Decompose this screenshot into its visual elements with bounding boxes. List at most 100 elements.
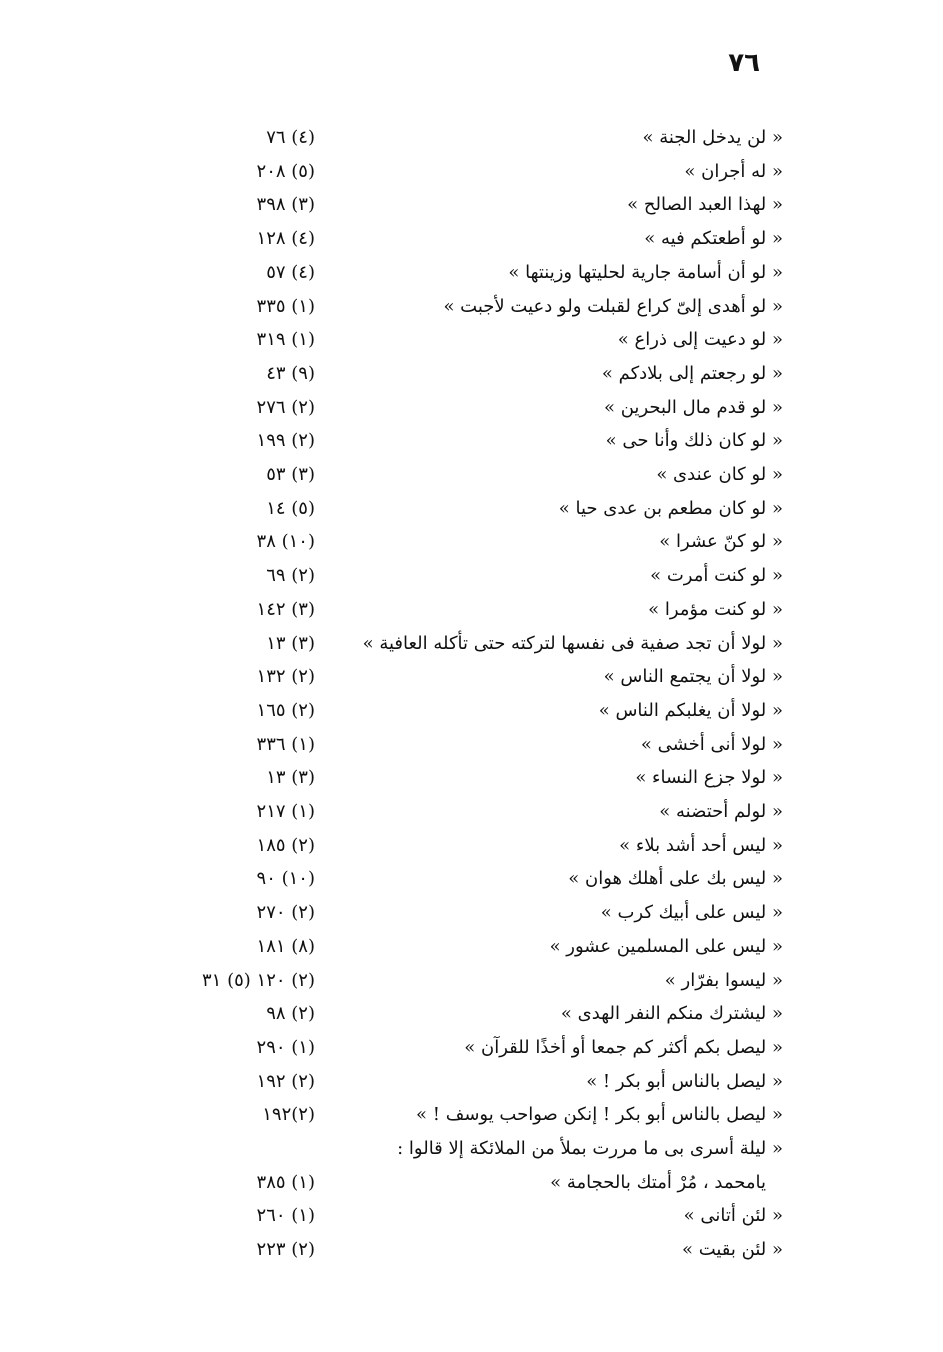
entry-reference: (٥) ١٤	[266, 497, 315, 519]
entry-text: « ليصل بالناس أبو بكر ! إنكن صواحب يوسف …	[416, 1104, 783, 1126]
entry-reference: (٢) ١٩٩	[256, 430, 315, 452]
entry-reference: (٢) ١٢٠ (٥) ٣١	[202, 969, 315, 991]
entry-text: « لولا أن يغلبكم الناس »	[598, 699, 783, 721]
entry-reference: (٢)١٩٢	[262, 1104, 315, 1126]
entry-text: « ليس أحد أشد بلاء »	[619, 834, 783, 856]
entry-reference: (٣) ١٣	[266, 632, 315, 654]
entry-text: « لو أهدى إلىّ كراع لقبلت ولو دعيت لأجبت…	[443, 295, 783, 317]
entry-reference: (٩) ٤٣	[266, 362, 315, 384]
index-entry: « لو كان مطعم بن عدى حيا » (٥) ١٤	[0, 494, 943, 528]
entry-text: « لئن أتانى »	[683, 1205, 783, 1227]
entry-reference: (٢) ٢٧٠	[256, 902, 315, 924]
page-number: ٧٦	[728, 48, 760, 78]
index-entry: « ليصل بالناس أبو بكر ! إنكن صواحب يوسف …	[0, 1100, 943, 1134]
index-entry: « لو أهدى إلىّ كراع لقبلت ولو دعيت لأجبت…	[0, 292, 943, 326]
entry-text: « لو أطعتكم فيه »	[644, 228, 783, 250]
entry-text: « لو كان ذلك وأنا حى »	[605, 430, 783, 452]
index-entry: « ليس بك على أهلك هوان » (١٠) ٩٠	[0, 864, 943, 898]
entry-text: « ليس بك على أهلك هوان »	[568, 868, 783, 890]
entry-reference: (١) ٣٣٥	[256, 295, 315, 317]
index-entry: « لو كنّ عشرا » (١٠) ٣٨	[0, 527, 943, 561]
entry-text: « ليصل بالناس أبو بكر ! »	[586, 1070, 783, 1092]
entry-reference: (٢) ١٨٥	[256, 834, 315, 856]
entry-text: « لئن بقيت »	[681, 1239, 783, 1261]
entry-reference: (١٠) ٣٨	[256, 531, 315, 553]
index-entry: « لو كنت أمرت » (٢) ٦٩	[0, 561, 943, 595]
entry-reference: (٢) ١٩٢	[256, 1070, 315, 1092]
entry-reference: (٥) ٢٠٨	[256, 160, 315, 182]
entry-text: « لو قدم مال البحرين »	[604, 396, 783, 418]
entry-text: « ليس على المسلمين عشور »	[549, 935, 783, 957]
index-entry: « لو أن أسامة جارية لحليتها وزينتها » (٤)…	[0, 258, 943, 292]
entry-text: يامحمد ، مُرْ أمتك بالحجامة »	[550, 1171, 766, 1193]
entry-text: « ليسوا بفرّار »	[664, 969, 783, 991]
index-entry: « لولا أن يجتمع الناس » (٢) ١٣٢	[0, 662, 943, 696]
index-entry: « ليس على المسلمين عشور » (٨) ١٨١	[0, 932, 943, 966]
index-entry: « لولا أنى أخشى » (١) ٣٣٦	[0, 730, 943, 764]
entry-text: « ليس على أبيك كرب »	[600, 902, 783, 924]
entry-text: « ليشترك منكم النفر الهدى »	[560, 1003, 783, 1025]
index-entry: « لولا أن يغلبكم الناس » (٢) ١٦٥	[0, 696, 943, 730]
entry-reference: (٤) ٥٧	[266, 261, 315, 283]
entry-text: « لهذا العبد الصالح »	[627, 194, 783, 216]
entry-text: « لو رجعتم إلى بلادكم »	[601, 362, 783, 384]
index-entry: « لو أطعتكم فيه » (٤) ١٢٨	[0, 224, 943, 258]
entry-reference: (١) ٣١٩	[256, 329, 315, 351]
entry-reference: (٤) ١٢٨	[256, 228, 315, 250]
entry-reference: (١) ٢٦٠	[256, 1205, 315, 1227]
index-entry: « لو قدم مال البحرين » (٢) ٢٧٦	[0, 393, 943, 427]
entry-text: « لو كنت أمرت »	[650, 565, 783, 587]
entry-reference: (١٠) ٩٠	[256, 868, 315, 890]
index-entry: « لولم أحتضنه » (١) ٢١٧	[0, 797, 943, 831]
entry-text: « لولا أن تجد صفية فى نفسها لتركته حتى ت…	[362, 632, 783, 654]
index-entry: « ليصل بكم أكثر كم جمعا أو أخذًا للقرآن …	[0, 1033, 943, 1067]
entry-text: « لولا أنى أخشى »	[640, 733, 783, 755]
index-entry: « له أجران » (٥) ٢٠٨	[0, 157, 943, 191]
entry-text: « لولا جزع النساء »	[635, 767, 783, 789]
index-entry: « ليلة أسرى بى ما مررت بملأ من الملائكة …	[0, 1134, 943, 1168]
entry-text: « لو كنت مؤمرا »	[648, 598, 783, 620]
entry-text: « لو دعيت إلى ذراع »	[617, 329, 783, 351]
entry-text: « لو كان مطعم بن عدى حيا »	[558, 497, 783, 519]
entry-text: « لو أن أسامة جارية لحليتها وزينتها »	[508, 261, 783, 283]
index-entry: « لو رجعتم إلى بلادكم » (٩) ٤٣	[0, 359, 943, 393]
entry-reference: (٢) ٢٢٣	[256, 1239, 315, 1261]
index-entry: « لهذا العبد الصالح » (٣) ٣٩٨	[0, 190, 943, 224]
entry-text: « لو كان عندى »	[656, 464, 783, 485]
index-entry: « لن يدخل الجنة » (٤) ٧٦	[0, 123, 943, 157]
index-entry: « لولا أن تجد صفية فى نفسها لتركته حتى ت…	[0, 629, 943, 663]
entry-reference: (٣) ٣٩٨	[256, 194, 315, 216]
index-entry: « لو كان عندى » (٣) ٥٣	[0, 460, 943, 494]
entry-reference: (٢) ٢٧٦	[256, 396, 315, 418]
entry-text: « لو كنّ عشرا »	[659, 531, 783, 553]
index-entry: « ليس على أبيك كرب » (٢) ٢٧٠	[0, 898, 943, 932]
index-entry: « لئن أتانى » (١) ٢٦٠	[0, 1201, 943, 1235]
entry-text: « ليلة أسرى بى ما مررت بملأ من الملائكة …	[397, 1138, 783, 1159]
entry-reference: (١) ٢٩٠	[256, 1036, 315, 1058]
index-entry: « لئن بقيت » (٢) ٢٢٣	[0, 1235, 943, 1269]
entry-reference: (٢) ١٣٢	[256, 666, 315, 688]
entry-text: « ليصل بكم أكثر كم جمعا أو أخذًا للقرآن …	[464, 1036, 783, 1058]
entry-reference: (٣) ١٣	[266, 767, 315, 789]
entry-reference: (٣) ٥٣	[266, 464, 315, 485]
entry-reference: (١) ٣٨٥	[256, 1171, 315, 1193]
entry-reference: (٣) ١٤٢	[256, 598, 315, 620]
entry-reference: (١) ٢١٧	[256, 801, 315, 822]
entry-text: « لولم أحتضنه »	[659, 801, 783, 822]
index-entry: « ليسوا بفرّار » (٢) ١٢٠ (٥) ٣١	[0, 966, 943, 1000]
entry-text: « لولا أن يجتمع الناس »	[603, 666, 783, 688]
index-entry: « لو كان ذلك وأنا حى » (٢) ١٩٩	[0, 426, 943, 460]
entry-reference: (٤) ٧٦	[266, 127, 315, 148]
index-entry: « ليصل بالناس أبو بكر ! » (٢) ١٩٢	[0, 1067, 943, 1101]
entry-text: « له أجران »	[684, 160, 783, 182]
entry-reference: (١) ٣٣٦	[256, 733, 315, 755]
index-entry: يامحمد ، مُرْ أمتك بالحجامة » (١) ٣٨٥	[0, 1168, 943, 1202]
entry-reference: (٢) ٦٩	[266, 565, 315, 587]
entry-text: « لن يدخل الجنة »	[642, 127, 783, 148]
entry-reference: (٢) ٩٨	[266, 1003, 315, 1025]
index-entry: « لولا جزع النساء » (٣) ١٣	[0, 763, 943, 797]
entry-reference: (٢) ١٦٥	[256, 699, 315, 721]
index-entry: « لو كنت مؤمرا » (٣) ١٤٢	[0, 595, 943, 629]
entry-reference: (٨) ١٨١	[256, 935, 315, 957]
index-entry: « ليس أحد أشد بلاء » (٢) ١٨٥	[0, 831, 943, 865]
